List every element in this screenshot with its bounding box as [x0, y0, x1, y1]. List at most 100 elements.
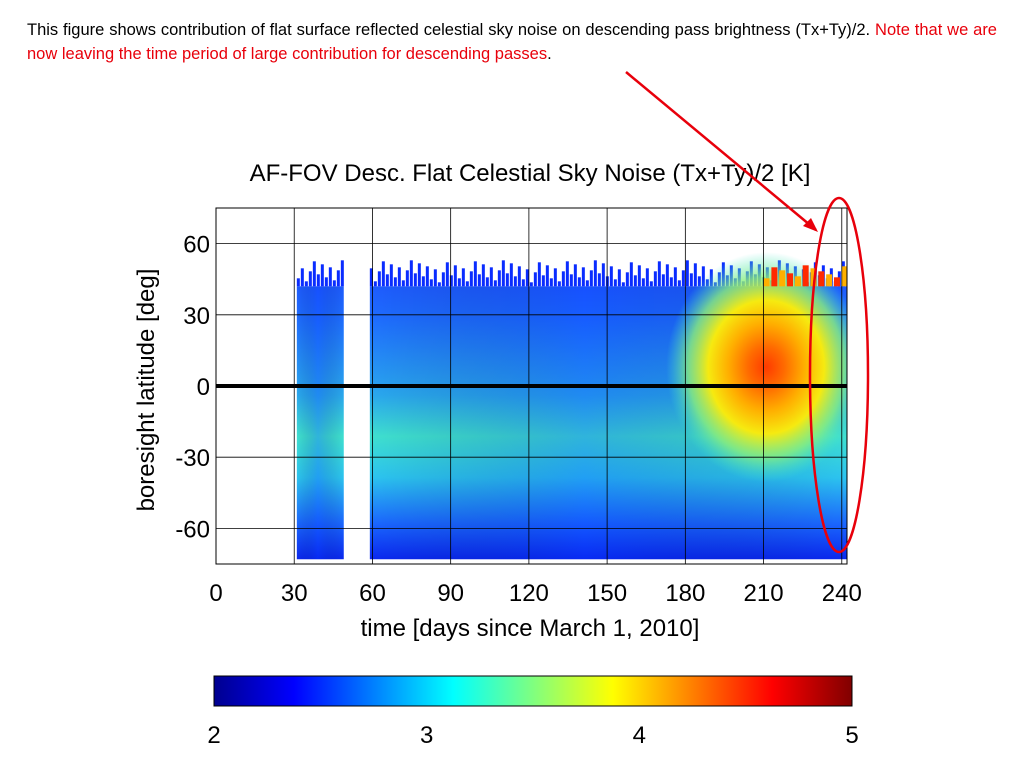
colorbar-tick-label: 2	[207, 722, 220, 749]
x-axis-label: time [days since March 1, 2010]	[361, 615, 700, 642]
heatmap-edge-cell	[453, 265, 457, 287]
heatmap-edge-cell	[441, 272, 445, 287]
heatmap-edge-cell	[312, 261, 316, 287]
x-tick-label: 30	[281, 580, 308, 607]
heatmap-edge-cell	[693, 263, 697, 287]
heatmap-edge-cell	[677, 280, 681, 287]
heatmap-edge-cell	[413, 273, 417, 287]
heatmap-edge-cell	[629, 262, 633, 287]
heatmap-edge-cell	[685, 260, 689, 287]
heatmap-edge-cell	[328, 267, 332, 287]
heatmap-edge-cell	[641, 278, 645, 287]
heatmap-edge-cell	[497, 270, 501, 287]
heatmap-edge-cell	[324, 277, 328, 287]
heatmap-edge-cell	[818, 271, 825, 287]
grid	[216, 208, 847, 564]
plot-frame	[215, 207, 848, 565]
heatmap-edge-cell	[493, 280, 497, 287]
heatmap-edge-cell	[425, 266, 429, 287]
x-tick-label: 0	[209, 580, 222, 607]
x-tick-label: 150	[587, 580, 627, 607]
annotation	[625, 71, 870, 554]
heatmap-edge-cell	[689, 273, 693, 287]
heatmap-edge-cell	[469, 271, 473, 287]
heatmap-edge-cell	[405, 270, 409, 287]
heatmap-edge-cell	[521, 279, 525, 287]
x-tick-label: 240	[822, 580, 862, 607]
heatmap-edge-cell	[841, 266, 847, 287]
heatmap-edge-cell	[657, 261, 661, 287]
heatmap-edge-cell	[613, 279, 617, 287]
heatmap-edge-cell	[549, 278, 553, 287]
heatmap-edge-cell	[826, 274, 833, 287]
heatmap-edge-cell	[433, 269, 437, 287]
x-tick-label: 180	[665, 580, 705, 607]
heatmap-edge-cell	[308, 271, 312, 287]
heatmap-edge-cell	[461, 268, 465, 287]
heatmap-edge-cell	[489, 267, 493, 287]
heatmap-edge-cell	[794, 276, 801, 287]
heatmap-edge-cell	[473, 261, 477, 287]
heatmap-edge-cell	[457, 278, 461, 287]
heatmap-edge-cell	[517, 266, 521, 287]
heatmap-edge-cell	[553, 268, 557, 287]
heatmap-edge-cell	[533, 272, 537, 287]
heatmap-edge-cell	[653, 271, 657, 287]
heatmap-swath-shade	[296, 286, 344, 560]
heatmap-edge-cell	[529, 282, 533, 287]
annotation-arrow-line	[625, 71, 817, 231]
heatmap-edge-cell	[465, 281, 469, 287]
caption-end: .	[547, 45, 552, 63]
heatmap-edge-cell	[637, 265, 641, 287]
heatmap-edge-cell	[581, 267, 585, 287]
heatmap-edge-cell	[649, 281, 653, 287]
heatmap-edge-cell	[577, 277, 581, 287]
caption: This figure shows contribution of flat s…	[27, 18, 997, 66]
heatmap-edge-cell	[621, 282, 625, 287]
caption-note: Note that we are now leaving the time pe…	[27, 21, 997, 63]
heatmap-edge-cell	[833, 277, 840, 287]
heatmap-edge-cell	[417, 263, 421, 287]
heatmap-edge-cell	[701, 266, 705, 287]
heatmap-edge-cell	[673, 267, 677, 287]
heatmap-edge-cell	[397, 267, 401, 287]
heatmap-edge-cell	[573, 264, 577, 287]
heatmap-edge-cell	[537, 262, 541, 287]
x-tick-label: 120	[509, 580, 549, 607]
heatmap-edge-cell	[569, 274, 573, 287]
colorbar-tick-label: 4	[633, 722, 646, 749]
heatmap-edge-cell	[541, 275, 545, 287]
x-tick-label: 210	[744, 580, 784, 607]
heatmap-edge-cell	[633, 275, 637, 287]
heatmap-edge-cell	[449, 275, 453, 287]
heatmap-edge-cell	[661, 274, 665, 287]
colorbar-tick-label: 5	[845, 722, 858, 749]
heatmap-edge-cell	[585, 280, 589, 287]
x-tick-label: 60	[359, 580, 386, 607]
heatmap-edge-cell	[377, 271, 381, 287]
heatmap-edge-cell	[445, 262, 449, 287]
heatmap-hotspot	[666, 252, 847, 482]
heatmap-edge-cell	[669, 277, 673, 287]
heatmap-edge-cell	[296, 278, 300, 287]
heatmap-edge-cell	[802, 265, 809, 287]
heatmap-edge-cell	[385, 274, 389, 287]
heatmap-edge-cell	[336, 270, 340, 287]
heatmap-edge-cell	[477, 274, 481, 287]
heatmap-edge-cell	[697, 276, 701, 287]
y-axis-label: boresight latitude [deg]	[133, 269, 160, 512]
heatmap-edge-cell	[381, 261, 385, 287]
heatmap-edge-cell	[625, 272, 629, 287]
heatmap-edge-cell	[401, 280, 405, 287]
heatmap-edge-cell	[810, 268, 817, 287]
colorbar	[213, 675, 853, 707]
heatmap-edge-cell	[340, 260, 344, 287]
heatmap-edge-cell	[485, 277, 489, 287]
heatmap-edge-cell	[421, 276, 425, 287]
x-tick-label: 90	[437, 580, 464, 607]
colorbar-tick-label: 3	[420, 722, 433, 749]
heatmap-edge-cell	[300, 268, 304, 287]
y-tick-label: 0	[197, 374, 210, 401]
y-tick-label: -60	[175, 516, 210, 543]
